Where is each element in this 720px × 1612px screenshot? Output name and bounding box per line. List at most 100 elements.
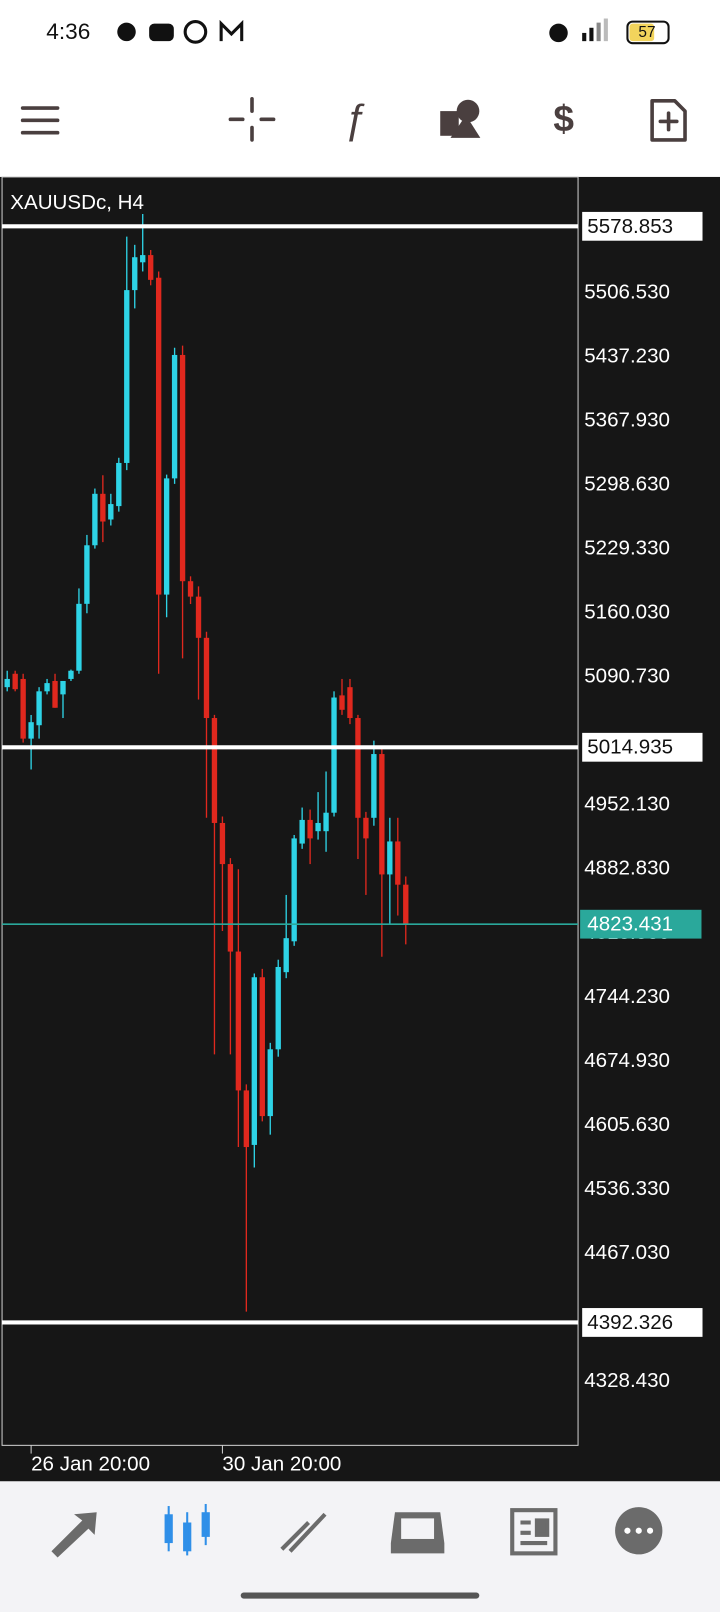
level-label: 4392.326 [587,1311,673,1334]
candle-body [371,754,377,818]
x-tick-label: 26 Jan 20:00 [31,1452,150,1475]
candle-body [363,817,369,839]
y-tick-label: 4605.630 [584,1113,670,1136]
candle-body [355,718,361,818]
candle-body [171,354,178,479]
x-tick-label: 30 Jan 20:00 [222,1452,341,1475]
candle-body [211,718,218,823]
chart-title: XAUUSDc, H4 [10,191,144,214]
news-tab[interactable] [510,1508,558,1556]
candle-body [283,938,289,973]
candle-body [347,687,353,719]
trade-tab[interactable] [280,1512,327,1553]
level-label-box [582,211,703,241]
candle-body [28,722,34,739]
y-tick-label: 5367.930 [584,409,670,432]
candle-body [379,754,385,875]
candle-body [36,691,42,726]
candle-body [148,255,154,280]
candle-body [203,637,210,719]
candle-body [403,884,409,925]
indicator-button[interactable]: ƒ [343,95,366,143]
candle-body [395,841,401,885]
chat-tab[interactable] [615,1507,663,1555]
candle-body [187,581,194,597]
candle-body [219,822,226,865]
level-label: 5014.935 [587,736,673,759]
battery-text: 57 [638,24,655,41]
candle-body [323,812,329,832]
candle-body [339,695,345,710]
candle-body [116,462,122,507]
y-tick-label: 5298.630 [584,473,670,496]
y-tick-label: 4882.830 [584,857,670,880]
level-label-box [582,1308,703,1337]
candle-body [155,277,162,595]
y-tick-label: 4536.330 [584,1177,670,1200]
new-order-button[interactable] [650,99,687,142]
current-price-box [580,909,702,939]
candle-body [76,603,82,671]
candle-body [124,290,130,463]
y-tick-label: 5437.230 [584,345,670,368]
candle-body [12,673,18,690]
y-tick-label: 4952.130 [584,793,670,816]
candle-body [100,493,106,522]
candle-body [243,1090,250,1148]
menu-button[interactable] [20,106,60,135]
candle-body [68,670,74,679]
candle-body [52,680,58,708]
y-tick-label: 4674.930 [584,1049,670,1072]
candle-body [195,596,202,638]
candle-body [387,841,393,875]
candle-body [140,255,146,263]
level-label: 5578.853 [587,215,673,238]
candle-body [275,966,281,1050]
candle-body [44,683,50,692]
y-tick-label: 5160.030 [584,601,670,624]
candle-body [108,504,114,520]
candle-body [92,493,98,546]
battery [626,20,670,45]
candle-body [251,977,257,1145]
chart-background [0,176,720,1482]
candle-body [315,822,321,832]
current-price-label: 4823.431 [587,913,673,936]
battery-level [629,23,655,42]
candle-body [20,678,26,739]
plot: 5506.530 5437.230 5367.930 5298.630 5229.330… [2,211,703,1475]
chart-frame [1,176,579,1446]
candle-body [60,680,66,695]
level-label-box [582,732,703,762]
crosshair-button[interactable] [228,96,276,142]
history-tab[interactable] [390,1512,445,1554]
candle-body [132,257,138,291]
y-tick-label: 4328.430 [584,1369,670,1392]
candle-body [307,819,313,839]
objects-button[interactable] [440,99,481,138]
candle-body [235,951,242,1091]
candle-body [291,838,297,942]
candle-body [179,354,186,582]
candle-body [267,1049,273,1117]
candle-body [227,864,234,952]
y-tick-label: 5506.530 [584,281,670,304]
quotes-tab[interactable] [51,1512,97,1558]
candle-body [84,545,90,604]
status-time: 4:36 [46,19,90,44]
y-tick-label: 4467.030 [584,1241,670,1264]
y-tick-label: 5229.330 [584,537,670,560]
y-tick-label: 5090.730 [584,665,670,688]
candle-body [4,678,10,688]
candle-body [331,697,337,813]
candle-body [259,977,265,1117]
trade-button[interactable]: $ [553,97,574,139]
candle-body [299,819,305,844]
chart-tab[interactable] [164,1503,210,1556]
y-tick-label: 4744.230 [584,985,670,1008]
status-icons [117,18,608,44]
home-indicator [240,1592,480,1599]
candle-body [163,478,170,595]
